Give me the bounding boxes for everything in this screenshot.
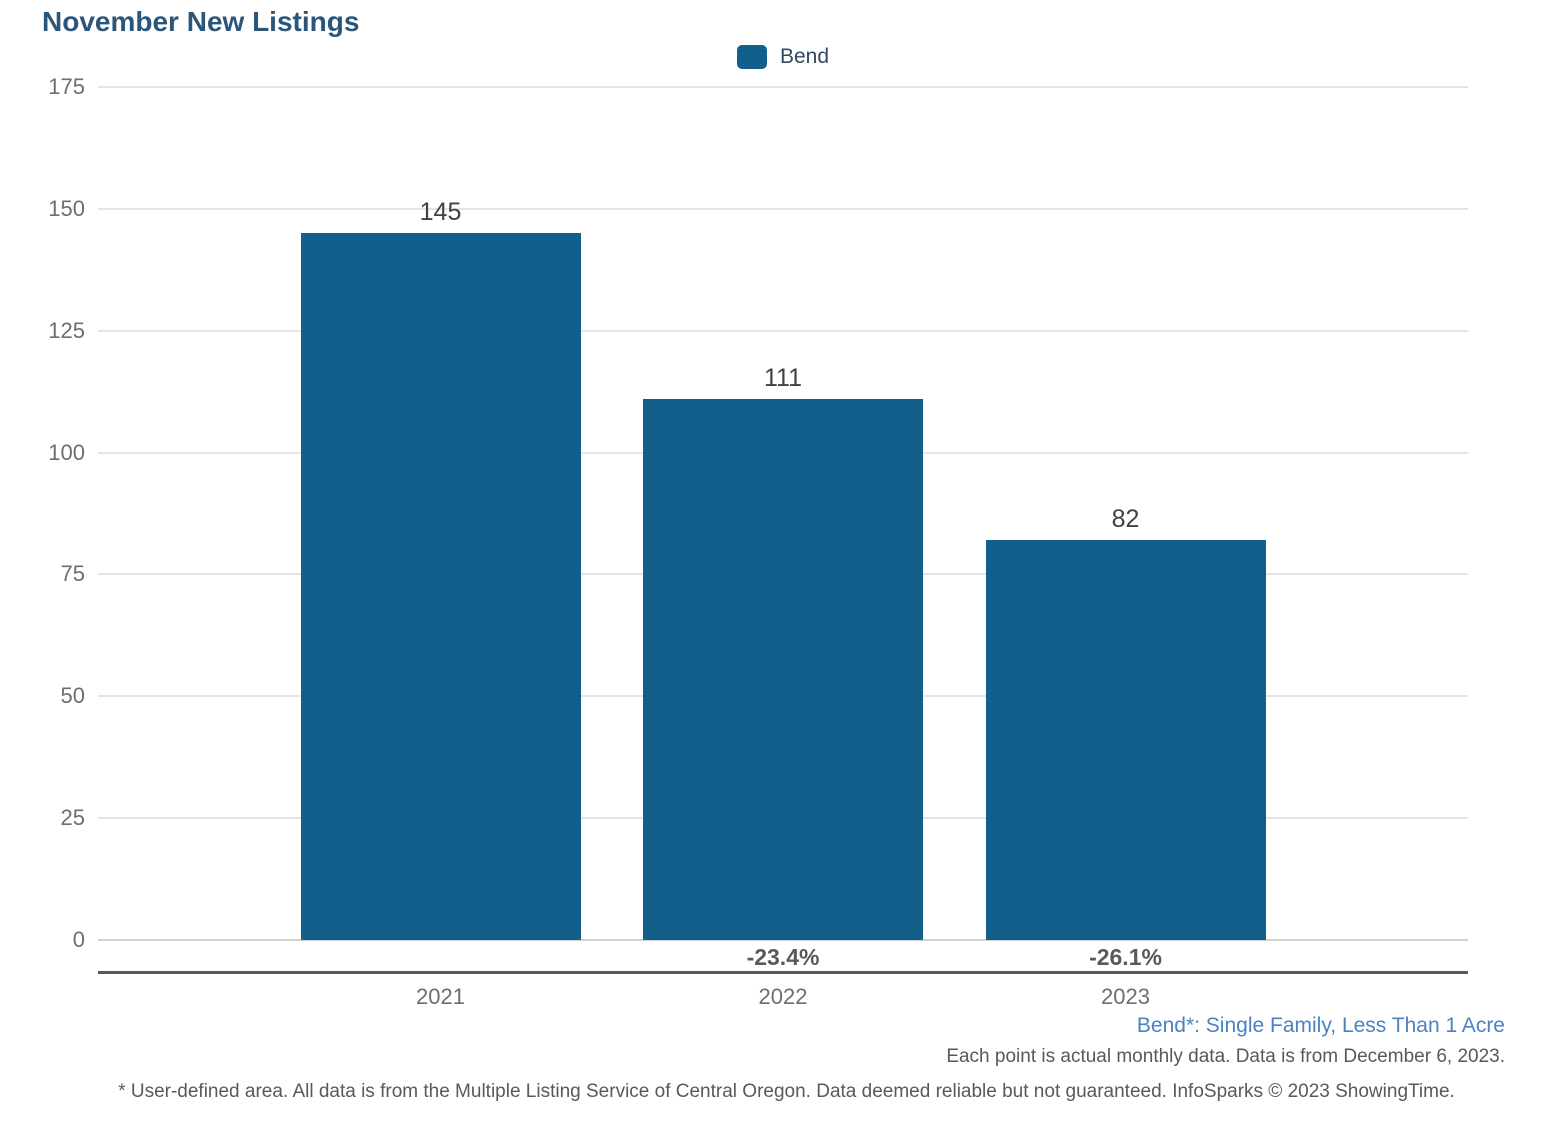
disclaimer: * User-defined area. All data is from th…: [118, 1081, 1455, 1102]
chart-title: November New Listings: [42, 6, 360, 37]
y-tick-label-0: 0: [72, 927, 85, 952]
bar-value-label-2022: 111: [763, 363, 802, 392]
y-tick-label-175: 175: [48, 74, 85, 99]
series-description: Bend*: Single Family, Less Than 1 Acre: [1136, 1014, 1505, 1037]
x-tick-label-2023: 2023: [1101, 984, 1150, 1009]
y-tick-label-25: 25: [60, 805, 85, 831]
pct-change-label-2022: -23.4%: [746, 944, 820, 970]
data-note: Each point is actual monthly data. Data …: [946, 1046, 1505, 1067]
gridline-175: [98, 86, 1468, 88]
legend[interactable]: Bend: [98, 45, 1468, 69]
gridline-125: [98, 329, 1468, 332]
gridline-0: [98, 939, 1468, 941]
pct-change-label-2023: -26.1%: [1089, 944, 1162, 970]
y-tick-label-50: 50: [60, 683, 85, 709]
y-tick-label-75: 75: [60, 561, 85, 587]
bar-value-label-2021: 145: [419, 198, 462, 227]
x-axis-line: [98, 971, 1468, 974]
gridline-150: [98, 207, 1468, 210]
bar-2021[interactable]: [300, 233, 581, 940]
y-tick-label-100: 100: [48, 439, 85, 465]
bar-2022[interactable]: [643, 398, 923, 940]
bar-2023[interactable]: [985, 540, 1266, 940]
x-tick-label-2022: 2022: [758, 984, 808, 1009]
y-tick-label-125: 125: [48, 317, 85, 343]
legend-swatch-bend[interactable]: [736, 45, 767, 69]
y-tick-label-150: 150: [48, 195, 85, 221]
legend-label-bend[interactable]: Bend: [779, 45, 830, 68]
bar-value-label-2023: 82: [1111, 505, 1140, 534]
x-tick-label-2021: 2021: [416, 984, 465, 1009]
